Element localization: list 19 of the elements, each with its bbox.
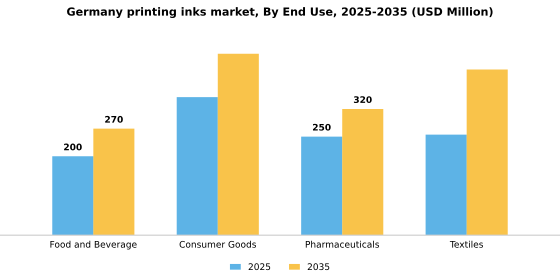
bar	[52, 156, 94, 236]
bar	[176, 97, 218, 236]
legend-label: 2025	[248, 263, 270, 270]
data-label: 250	[312, 124, 331, 131]
chart-title: Germany printing inks market, By End Use, 2025-2035 (USD Million)	[67, 7, 493, 18]
bar	[426, 134, 467, 236]
bar	[93, 128, 134, 236]
data-label: 200	[64, 144, 82, 150]
bar	[466, 70, 508, 236]
bar	[218, 54, 259, 236]
x-tick-label: Textiles	[450, 240, 483, 248]
legend-label: 2035	[308, 263, 330, 270]
bar	[301, 136, 342, 236]
data-label: 320	[354, 96, 372, 104]
x-tick-label: Food and Beverage	[50, 240, 137, 250]
x-tick-label: Pharmaceuticals	[306, 240, 380, 248]
bar	[342, 108, 384, 236]
data-label: 270	[105, 116, 123, 123]
x-tick-label: Consumer Goods	[180, 240, 256, 248]
